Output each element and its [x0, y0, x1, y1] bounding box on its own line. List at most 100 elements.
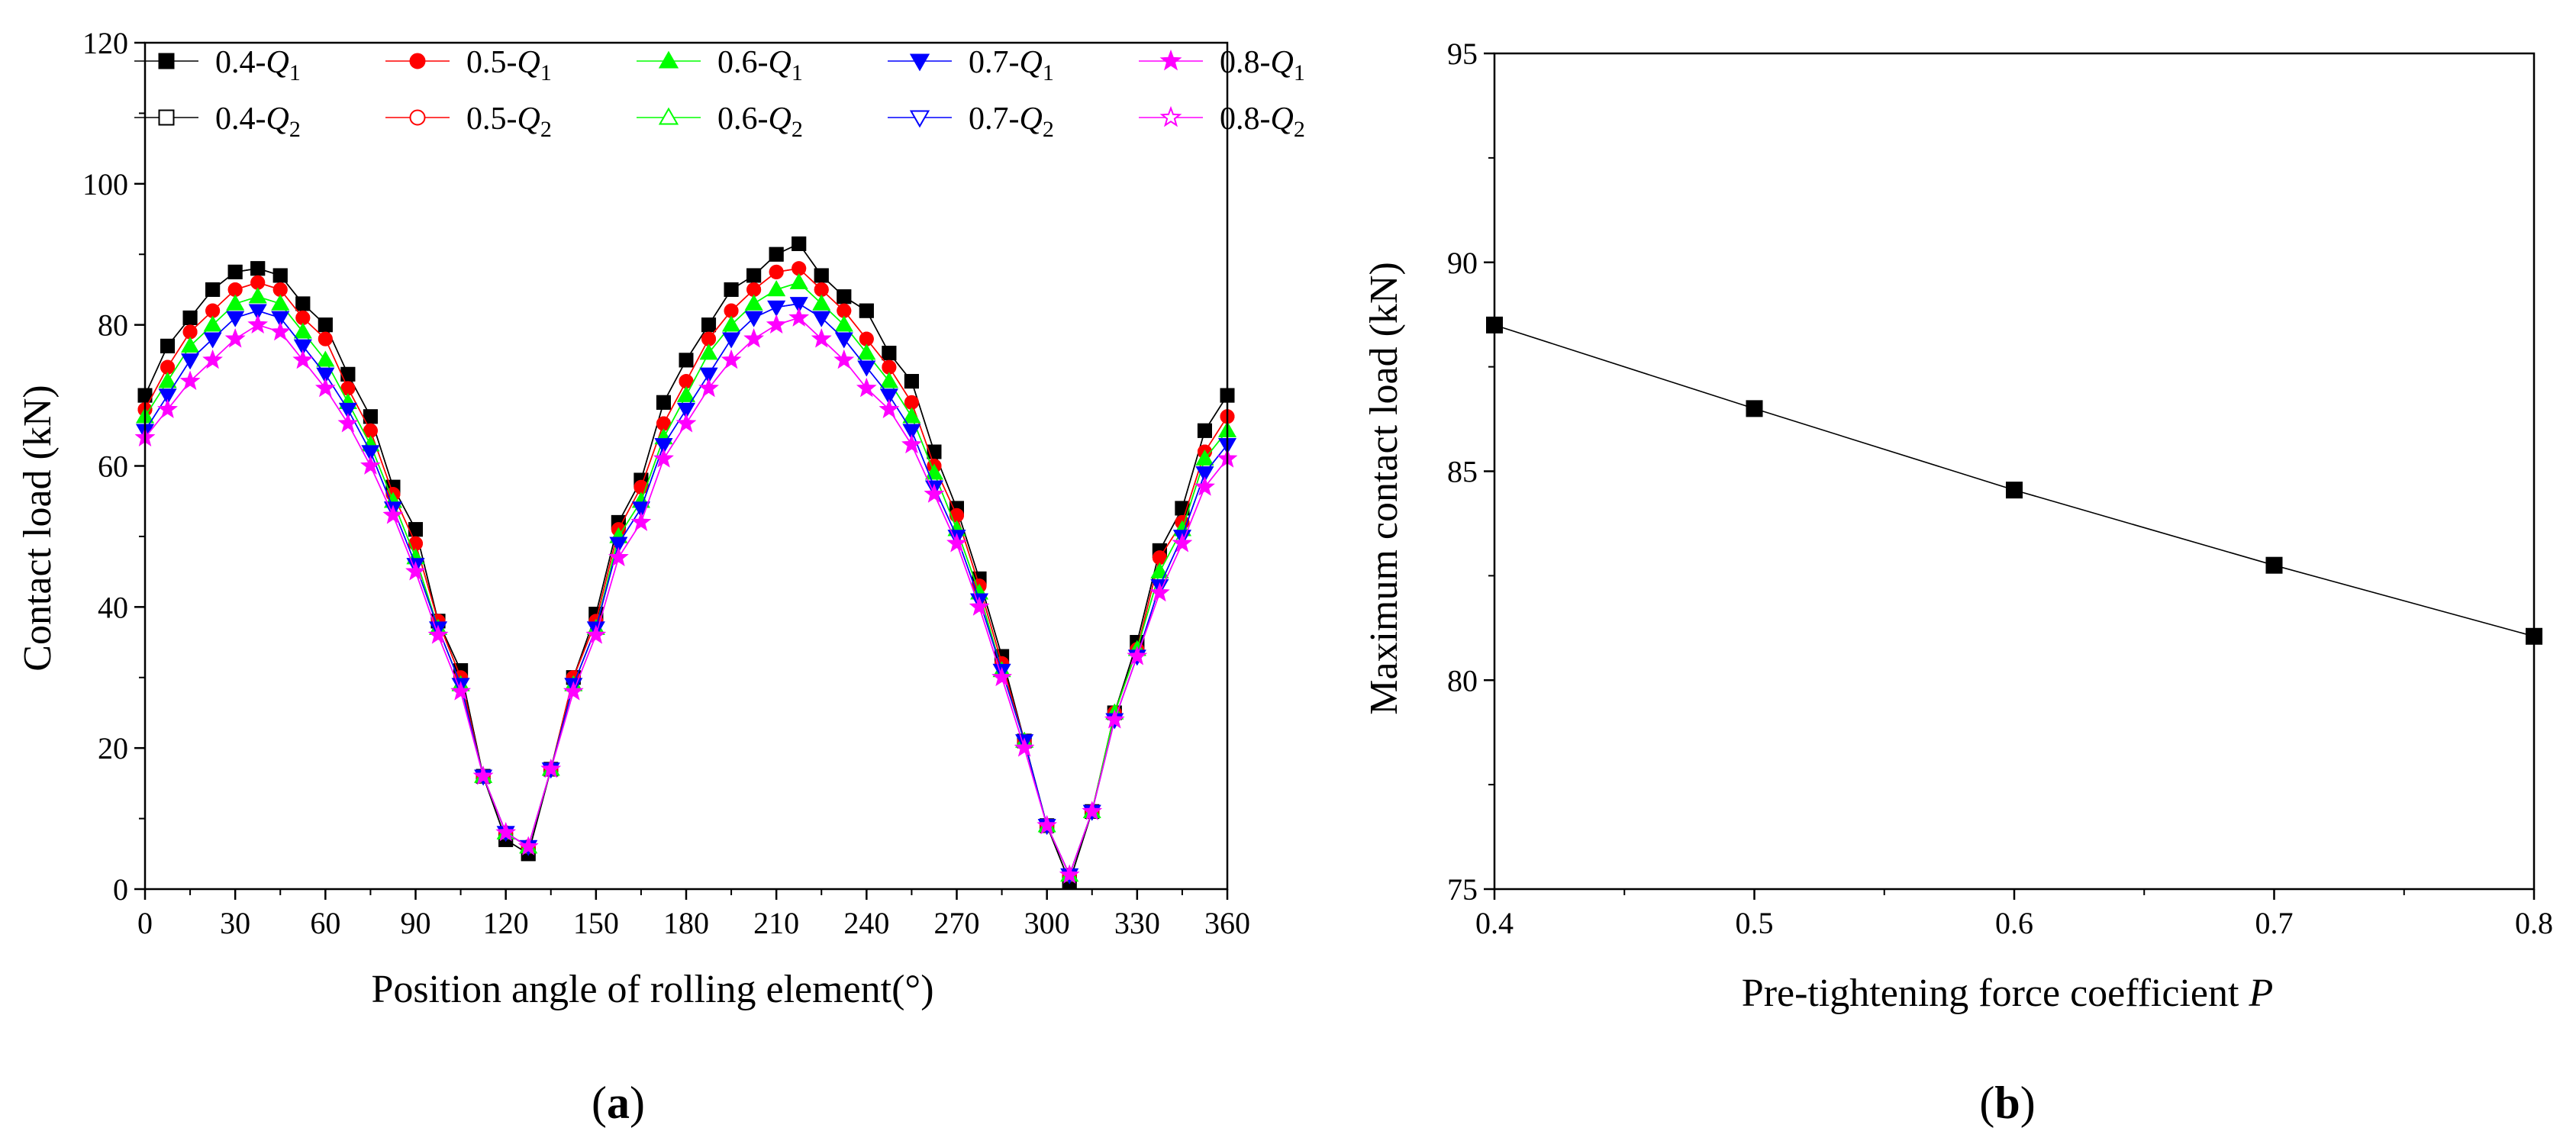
panel-a-data-point: [677, 385, 695, 402]
panel-a-data-point: [250, 261, 266, 276]
legend-item: 0.8-Q1: [1139, 45, 1305, 85]
panel-a-data-point: [859, 331, 874, 346]
panel-a-data-point: [946, 533, 967, 553]
panel-b-y-tick-label: 85: [1447, 455, 1478, 489]
legend-label-subscript: 1: [289, 60, 301, 85]
panel-a-data-point: [924, 483, 945, 503]
legend-label-variable: Q: [517, 45, 540, 80]
panel-a-data-point: [382, 504, 404, 524]
panel-a-data-point: [295, 310, 311, 325]
panel-a-data-point: [811, 328, 832, 348]
panel-a-data-point: [182, 324, 198, 340]
panel-a-data-point: [250, 275, 266, 290]
legend-label-subscript: 1: [791, 60, 803, 85]
panel-a-data-point: [724, 282, 739, 297]
panel-a-data-point: [879, 398, 900, 418]
panel-a-data-point: [630, 511, 652, 531]
legend-label: 0.7-Q1: [969, 45, 1054, 85]
panel-a-data-point: [746, 268, 762, 283]
panel-a-y-tick-label: 120: [82, 26, 128, 60]
panel-a-data-point: [789, 297, 808, 314]
panel-a-data-point: [1150, 562, 1169, 578]
legend-item: 0.6-Q1: [637, 45, 803, 85]
panel-a-data-point: [1014, 737, 1035, 757]
legend-label-subscript: 1: [1043, 60, 1054, 85]
panel-a-data-point: [1195, 476, 1215, 496]
panel-a-data-point: [769, 247, 784, 262]
legend-label-variable: Q: [1020, 102, 1043, 137]
panel-a-series-line: [144, 282, 1228, 877]
panel-a-data-point: [158, 372, 177, 388]
panel-a-data-point: [837, 289, 852, 305]
panel-a-data-point: [160, 338, 176, 353]
panel-a-data-point: [991, 666, 1012, 687]
panel-b-series-layer: [1486, 316, 2542, 645]
panel-a-data-point: [272, 282, 288, 297]
panel-a-x-tick-label: 180: [663, 906, 709, 940]
panel-a-data-point: [722, 315, 741, 332]
legend-item: 0.8-Q2: [1139, 102, 1305, 142]
panel-a-data-point: [879, 388, 898, 405]
panel-a-data-point: [179, 370, 201, 390]
panel-a-data-point: [248, 304, 267, 321]
panel-a-data-point: [698, 377, 719, 398]
panel-a-data-point: [227, 282, 243, 297]
panel-a-data-point: [834, 315, 853, 332]
panel-a-x-axis-label: Position angle of rolling element(°): [371, 968, 933, 1011]
panel-a-data-point: [315, 377, 336, 398]
panel-a-series: [134, 307, 1238, 884]
panel-a-data-point: [363, 409, 378, 424]
panel-a-data-point: [293, 339, 312, 356]
panel-a-data-point: [337, 413, 359, 433]
legend-marker: [909, 110, 930, 128]
panel-a-y-tick-label: 80: [98, 308, 128, 343]
panel-a-data-point: [701, 317, 717, 333]
legend-item: 0.4-Q1: [134, 45, 301, 85]
panel-a-data-point: [316, 367, 335, 384]
panel-a-data-point: [814, 282, 829, 297]
panel-a-data-point: [293, 322, 312, 339]
panel-a-data-point: [857, 343, 876, 360]
panel-a-data-point: [902, 424, 921, 440]
panel-a-data-point: [247, 314, 268, 334]
legend-label: 0.6-Q2: [717, 102, 803, 142]
legend-label: 0.5-Q2: [466, 102, 552, 142]
panel-a-data-point: [722, 332, 741, 349]
panel-b-y-tick-label: 95: [1447, 37, 1478, 71]
panel-a-data-point: [679, 353, 694, 368]
panel-a-data-point: [969, 596, 990, 616]
panel-a-data-point: [405, 561, 426, 581]
panel-a-data-point: [1195, 450, 1214, 466]
panel-a-plot-frame: [143, 41, 1229, 891]
legend-marker: [409, 109, 426, 126]
panel-a-data-point: [769, 264, 784, 279]
legend-item: 0.5-Q2: [385, 102, 552, 142]
legend-label: 0.7-Q2: [969, 102, 1054, 142]
panel-a-data-point: [292, 349, 314, 369]
panel-a-data-point: [427, 624, 449, 644]
panel-a-data-point: [495, 822, 516, 842]
panel-a-legend: 0.4-Q1 0.5-Q1 0.6-Q1 0.7-Q1 0.8-Q10.4-Q2 0.5-…: [134, 45, 1305, 142]
panel-b-series: [1486, 316, 2542, 645]
panel-a-data-point: [360, 455, 381, 475]
panel-a-data-point: [295, 296, 311, 311]
panel-a-data-point: [517, 836, 539, 856]
panel-a-y-axis-label: Contact load (kN): [16, 385, 60, 671]
panel-a-data-point: [901, 433, 922, 454]
panel-a-chart: 0.4-Q1 0.5-Q1 0.6-Q1 0.7-Q1 0.8-Q10.4-Q2 0.5-…: [16, 26, 1305, 1128]
panel-a-data-point: [1127, 646, 1148, 665]
panel-a-data-point: [609, 537, 628, 553]
panel-b-y-tick-label: 80: [1447, 663, 1478, 698]
panel-a-data-point: [837, 303, 852, 318]
panel-a-data-point: [812, 294, 831, 311]
panel-a-data-point: [791, 236, 807, 251]
panel-b-y-tick-label: 90: [1447, 246, 1478, 280]
panel-a-series-layer: [134, 236, 1238, 890]
panel-a-data-point: [316, 350, 335, 367]
panel-a-axes: 0 30 60 90 120 150 180 210 240 270 300 330 360020406…: [82, 26, 1250, 940]
legend-label: 0.5-Q1: [466, 45, 552, 85]
legend-label-prefix: 0.6-: [717, 45, 769, 80]
panel-a-data-point: [472, 765, 494, 785]
panel-a-data-point: [812, 311, 831, 327]
